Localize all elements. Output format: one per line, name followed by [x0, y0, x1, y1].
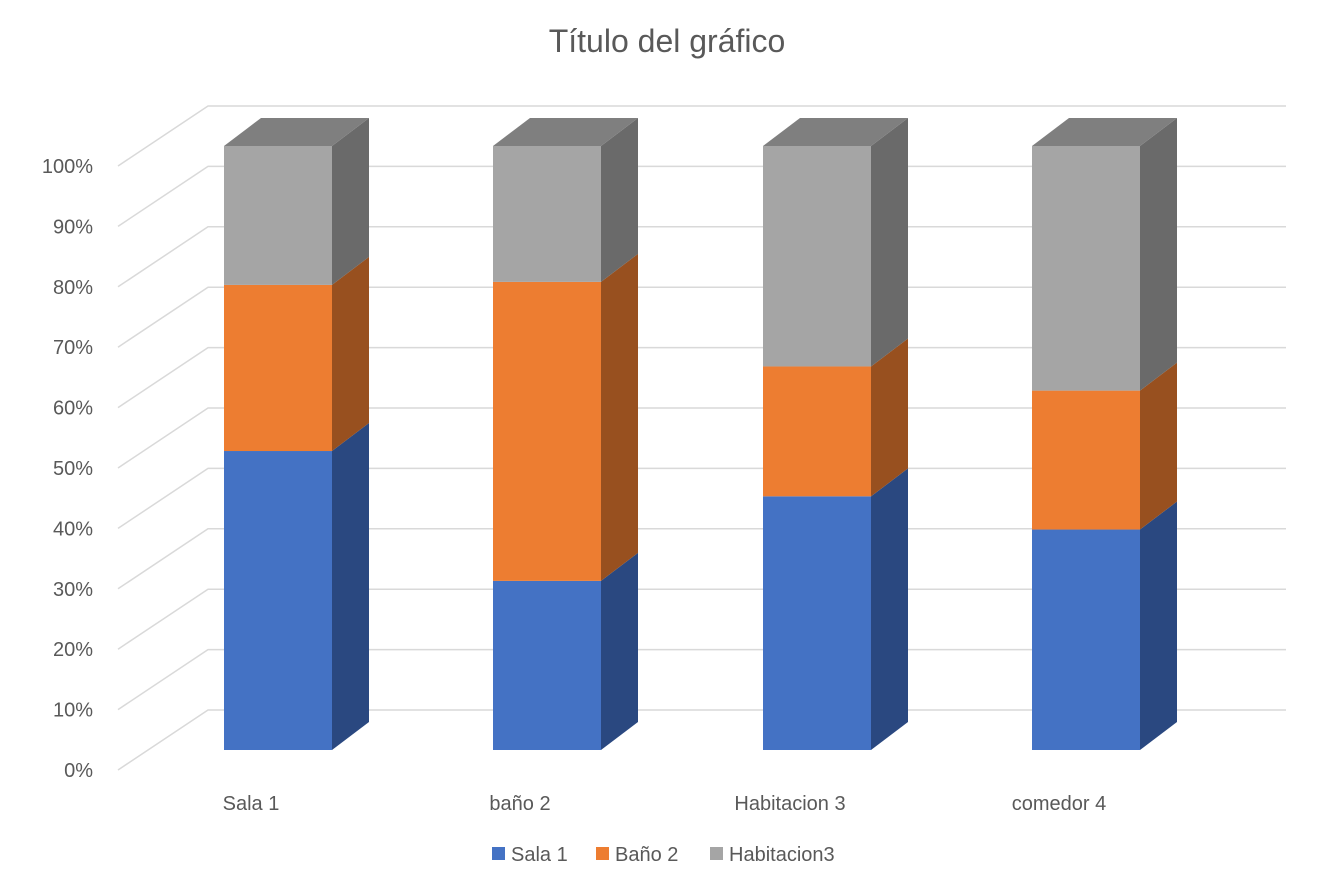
- gridline: [117, 407, 1286, 469]
- legend-label: Habitacion3: [729, 844, 835, 866]
- legend-label: Baño 2: [615, 844, 678, 866]
- bar-segment: [763, 146, 871, 367]
- bar-segment-side: [1140, 118, 1177, 391]
- y-axis-ticks: 0% 10% 20% 30% 40% 50% 60% 70% 80% 90% 100%: [42, 156, 93, 782]
- bar-top: [1032, 118, 1177, 146]
- bar-segment-side: [601, 253, 638, 581]
- legend-swatch: [492, 847, 505, 860]
- y-tick-label: 0%: [64, 760, 93, 782]
- x-axis-categories: Sala 1 baño 2 Habitacion 3 comedor 4: [223, 793, 1107, 815]
- y-tick-label: 80%: [53, 277, 93, 299]
- gridline: [117, 648, 1286, 711]
- bar-segment-side: [332, 256, 369, 452]
- bar-segment: [493, 281, 601, 581]
- bar-top: [763, 118, 908, 146]
- y-tick-label: 50%: [53, 458, 93, 480]
- gridline: [117, 467, 1286, 530]
- bar-segment-side: [601, 118, 638, 282]
- bar-stack: [1032, 118, 1177, 750]
- x-category-label: Sala 1: [223, 793, 280, 815]
- gridline: [117, 709, 1286, 771]
- legend-swatch: [596, 847, 609, 860]
- y-tick-label: 20%: [53, 639, 93, 661]
- x-category-label: comedor 4: [1012, 793, 1107, 815]
- gridline: [117, 105, 1286, 167]
- gridline: [117, 165, 1286, 228]
- gridline: [117, 346, 1286, 409]
- legend: Sala 1 Baño 2 Habitacion3: [492, 844, 835, 866]
- y-tick-label: 100%: [42, 156, 93, 178]
- bar-segment: [224, 451, 332, 750]
- bar-segment-side: [871, 468, 908, 750]
- legend-swatch: [710, 847, 723, 860]
- y-tick-label: 40%: [53, 518, 93, 540]
- bars: [224, 118, 1177, 750]
- x-category-label: Habitacion 3: [734, 793, 845, 815]
- legend-item: Baño 2: [596, 844, 678, 866]
- bar-segment: [224, 146, 332, 285]
- grid: [117, 105, 1286, 771]
- bar-top: [493, 118, 638, 146]
- bar-segment-side: [871, 338, 908, 497]
- gridline: [117, 226, 1286, 288]
- bar-segment-side: [332, 118, 369, 285]
- legend-item: Habitacion3: [710, 844, 835, 866]
- chart-title: Título del gráfico: [549, 23, 786, 59]
- bar-stack: [224, 118, 369, 750]
- y-tick-label: 10%: [53, 700, 93, 722]
- bar-segment: [763, 366, 871, 497]
- bar-segment: [493, 580, 601, 750]
- y-tick-label: 60%: [53, 398, 93, 420]
- bar-segment: [1032, 146, 1140, 391]
- legend-item: Sala 1: [492, 844, 568, 866]
- bar-segment-side: [332, 423, 369, 750]
- bar-segment: [224, 284, 332, 452]
- bar-segment: [1032, 529, 1140, 750]
- legend-label: Sala 1: [511, 844, 568, 866]
- y-tick-label: 30%: [53, 579, 93, 601]
- bar-stack: [493, 118, 638, 750]
- gridline: [117, 286, 1286, 348]
- bar-segment-side: [871, 118, 908, 367]
- bar-segment: [763, 496, 871, 750]
- bar-segment-side: [1140, 362, 1177, 530]
- bar-segment-side: [1140, 501, 1177, 750]
- bar-segment-side: [601, 552, 638, 750]
- bar-stack: [763, 118, 908, 750]
- bar-segment: [1032, 390, 1140, 530]
- gridline: [117, 528, 1286, 590]
- gridline: [117, 588, 1286, 650]
- y-tick-label: 70%: [53, 337, 93, 359]
- y-tick-label: 90%: [53, 216, 93, 238]
- bar-top: [224, 118, 369, 146]
- bar-segment: [493, 146, 601, 282]
- x-category-label: baño 2: [489, 793, 550, 815]
